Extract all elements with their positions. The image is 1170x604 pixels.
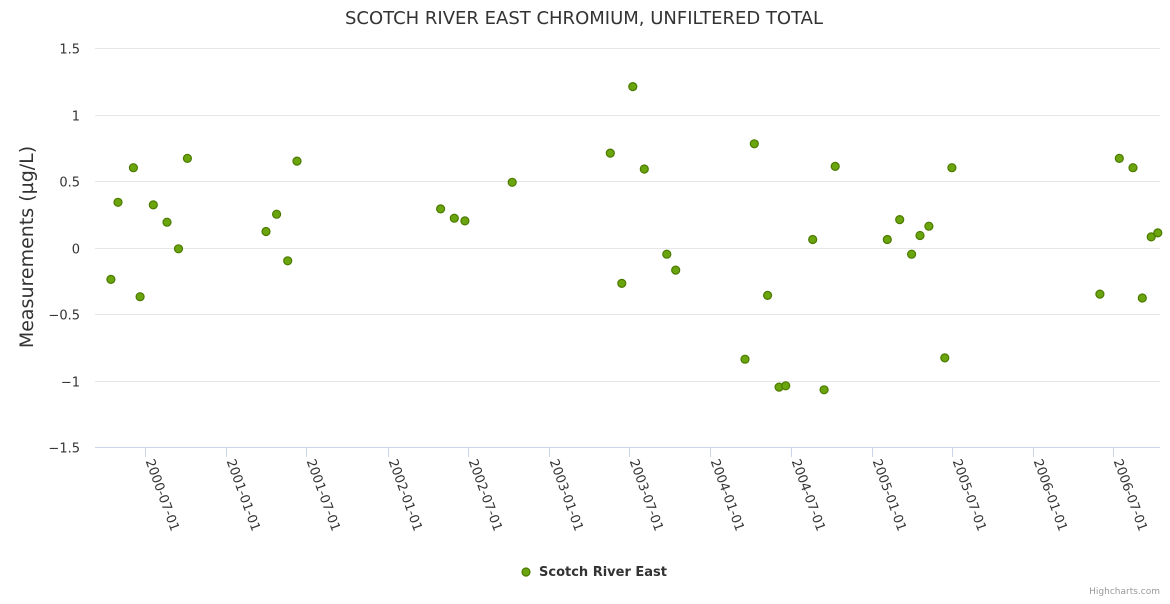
x-tick-label: 2004-01-01 (707, 457, 747, 533)
data-point[interactable] (1128, 163, 1138, 173)
data-point[interactable] (882, 234, 892, 245)
y-tick-label: −0.5 (48, 309, 80, 324)
x-tick-label: 2001-07-01 (303, 457, 343, 533)
data-point[interactable] (128, 163, 138, 173)
x-tick-label: 2006-01-01 (1030, 457, 1070, 533)
data-point[interactable] (830, 161, 840, 171)
x-tick-label: 2003-01-01 (546, 457, 586, 533)
x-tick-label: 2005-01-01 (869, 457, 909, 533)
data-point[interactable] (762, 290, 773, 300)
legend-marker[interactable] (521, 567, 531, 577)
data-point[interactable] (1095, 289, 1105, 299)
x-tick-label: 2003-07-01 (626, 457, 666, 533)
data-point[interactable] (1114, 153, 1124, 163)
chart-title: SCOTCH RIVER EAST CHROMIUM, UNFILTERED T… (345, 8, 823, 29)
gridlines (95, 48, 1160, 382)
credits-link[interactable]: Highcharts.com (1089, 587, 1160, 597)
legend-item-scotch-river-east[interactable]: Scotch River East (539, 565, 667, 580)
data-point[interactable] (148, 200, 158, 210)
data-point[interactable] (173, 244, 184, 254)
data-point[interactable] (1146, 232, 1156, 242)
data-point[interactable] (1153, 228, 1163, 238)
data-point[interactable] (617, 278, 627, 288)
data-point[interactable] (113, 197, 123, 207)
x-tick-label: 2001-01-01 (223, 457, 263, 533)
data-point[interactable] (662, 249, 672, 259)
x-tick-label: 2002-01-01 (385, 457, 425, 533)
x-tick-label: 2006-07-01 (1110, 457, 1150, 533)
y-axis-label: Measurements (µg/L) (16, 146, 38, 348)
x-tick-label: 2005-07-01 (949, 457, 989, 533)
data-series-scotch-river-east[interactable] (106, 81, 1163, 395)
x-tick-label: 2004-07-01 (788, 457, 828, 533)
data-point[interactable] (272, 209, 282, 219)
data-point[interactable] (906, 249, 917, 259)
legend[interactable]: Scotch River East (521, 565, 667, 580)
data-point[interactable] (749, 139, 759, 149)
data-point[interactable] (106, 274, 116, 284)
data-point[interactable] (292, 156, 302, 166)
data-point[interactable] (436, 204, 446, 214)
data-point[interactable] (671, 265, 681, 275)
data-point[interactable] (915, 230, 925, 241)
data-point[interactable] (449, 213, 459, 223)
data-point[interactable] (895, 215, 905, 225)
y-tick-label: −1.5 (48, 442, 80, 457)
y-axis: 1.5 1 0.5 0 −0.5 −1 −1.5 (48, 43, 80, 457)
data-point[interactable] (781, 381, 791, 391)
data-point[interactable] (947, 163, 957, 173)
data-point[interactable] (639, 164, 649, 174)
x-tick-label: 2000-07-01 (142, 457, 182, 533)
data-point[interactable] (808, 234, 818, 245)
data-point[interactable] (460, 216, 470, 226)
data-point[interactable] (628, 81, 638, 92)
data-point[interactable] (924, 221, 934, 231)
data-point[interactable] (740, 354, 750, 364)
y-tick-label: 0.5 (59, 176, 80, 191)
y-tick-label: 0 (72, 243, 80, 258)
y-tick-label: 1.5 (59, 43, 80, 58)
data-point[interactable] (135, 292, 145, 302)
x-axis: 2000-07-01 2001-01-01 2001-07-01 2002-01-01… (95, 447, 1160, 533)
data-point[interactable] (819, 385, 829, 395)
data-point[interactable] (507, 177, 517, 187)
data-point[interactable] (261, 226, 271, 237)
data-point[interactable] (182, 153, 192, 163)
data-point[interactable] (605, 148, 615, 158)
data-point[interactable] (283, 256, 293, 266)
data-point[interactable] (162, 217, 172, 227)
data-point[interactable] (940, 353, 950, 363)
y-tick-label: −1 (61, 376, 80, 391)
y-tick-label: 1 (72, 110, 80, 125)
x-tick-label: 2002-07-01 (465, 457, 505, 533)
data-point[interactable] (1137, 293, 1147, 303)
